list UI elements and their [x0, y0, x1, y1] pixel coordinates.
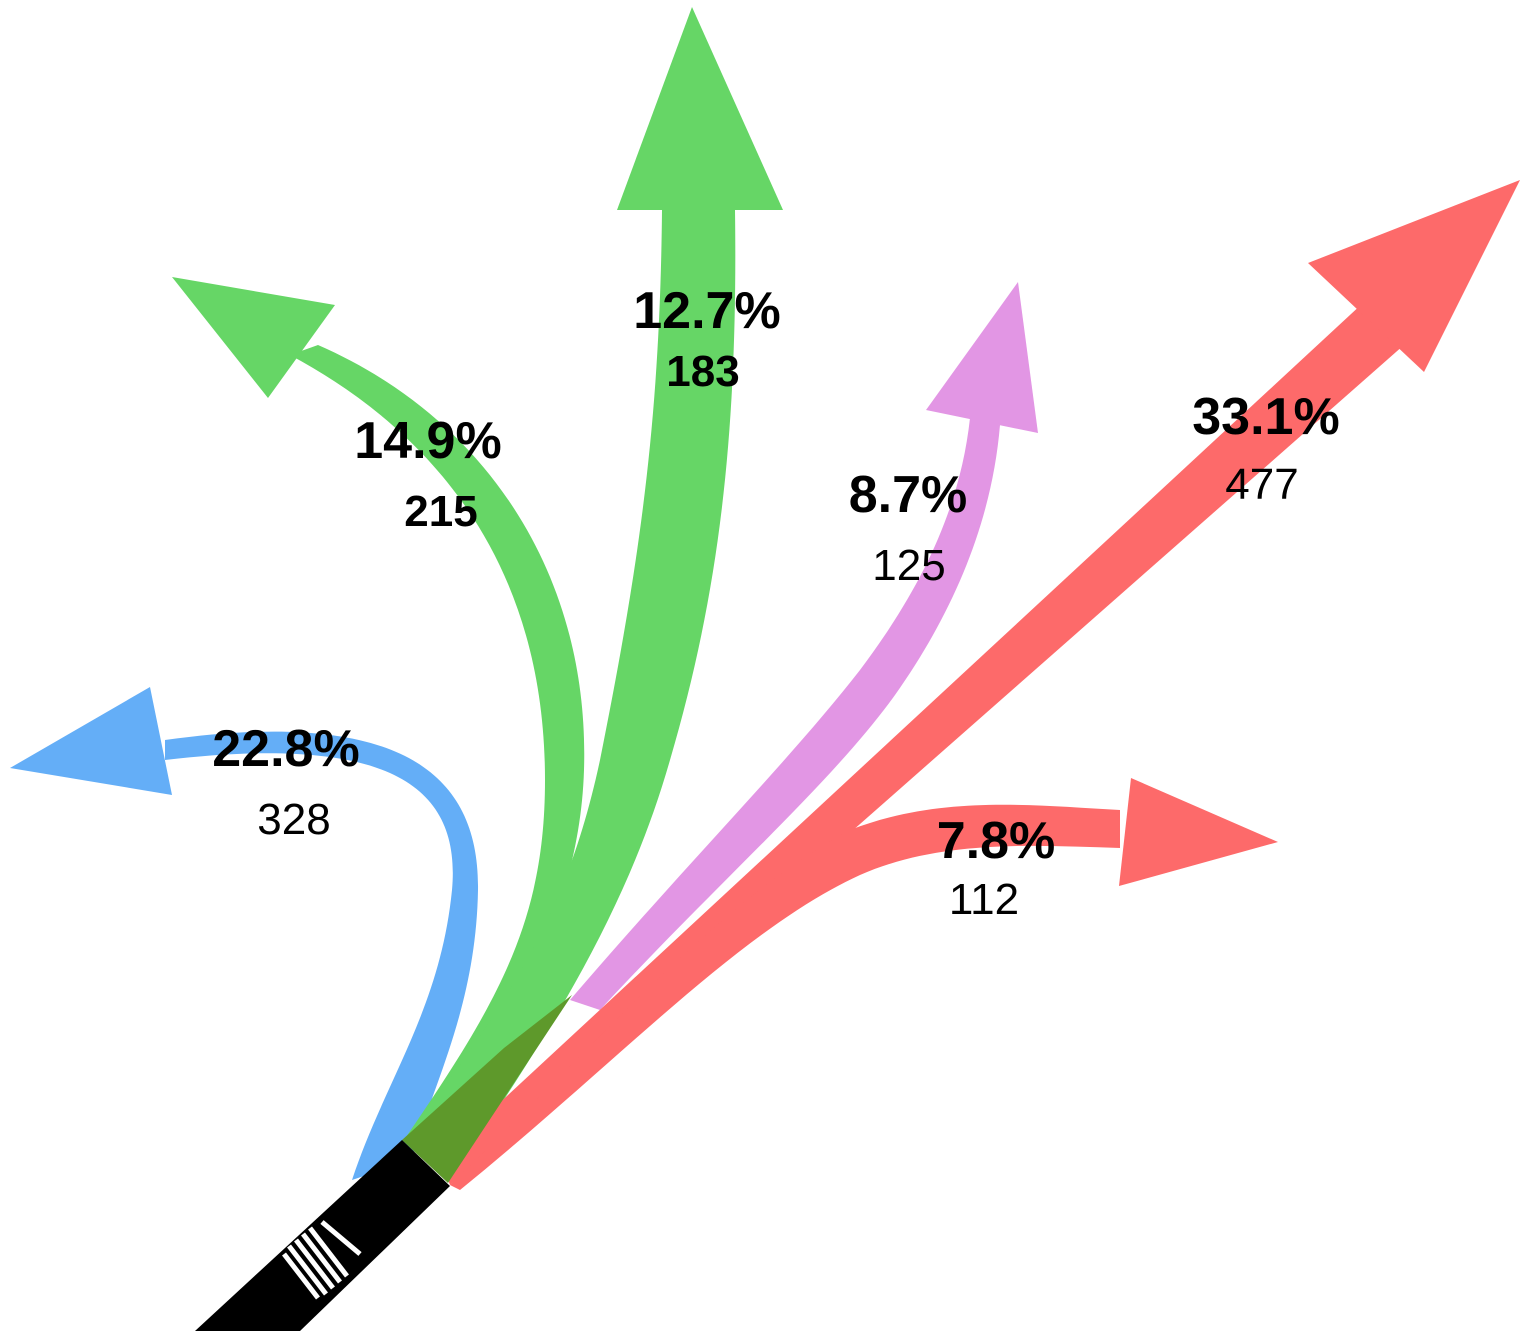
label-right-turn: 7.8% 112: [937, 812, 1056, 924]
count-label: 125: [872, 541, 945, 590]
arrow-head: [1308, 180, 1520, 372]
arrow-head: [10, 687, 172, 795]
count-label: 112: [949, 875, 1019, 924]
label-u-turn-left: 22.8% 328: [212, 720, 359, 844]
percent-label: 7.8%: [937, 812, 1056, 870]
movement-arrow-left-turn: [172, 277, 585, 1158]
movement-arrow-bear-right: [570, 282, 1038, 1010]
percent-label: 8.7%: [849, 466, 968, 524]
label-left-turn: 14.9% 215: [354, 412, 501, 536]
arrow-head: [617, 7, 783, 210]
arrow-head: [926, 282, 1038, 433]
flow-band: [290, 345, 585, 1158]
movement-arrow-u-turn-left: [10, 687, 479, 1180]
percent-label: 22.8%: [212, 720, 359, 778]
percent-label: 33.1%: [1192, 388, 1339, 446]
flow-band: [165, 731, 479, 1180]
flow-band: [570, 418, 1000, 1010]
flow-band: [404, 210, 736, 1180]
count-label: 215: [404, 487, 477, 536]
approach-band: [195, 1140, 450, 1331]
count-label: 328: [257, 795, 330, 844]
count-label: 183: [666, 347, 739, 396]
overlap-zone: [402, 995, 572, 1183]
flow-band: [450, 804, 1120, 1190]
arrow-head: [172, 277, 335, 398]
percent-label: 14.9%: [354, 412, 501, 470]
movement-arrow-through-left: [404, 7, 783, 1180]
approach-leg: [195, 1140, 450, 1331]
movement-arrow-right-turn: [450, 778, 1278, 1190]
arrow-head: [1119, 778, 1278, 886]
count-label: 477: [1225, 460, 1298, 509]
crosswalk-icon: [282, 1220, 362, 1300]
label-through-right: 33.1% 477: [1192, 388, 1339, 509]
label-through-left: 12.7% 183: [633, 282, 780, 396]
label-bear-right: 8.7% 125: [849, 466, 968, 590]
percent-label: 12.7%: [633, 282, 780, 340]
